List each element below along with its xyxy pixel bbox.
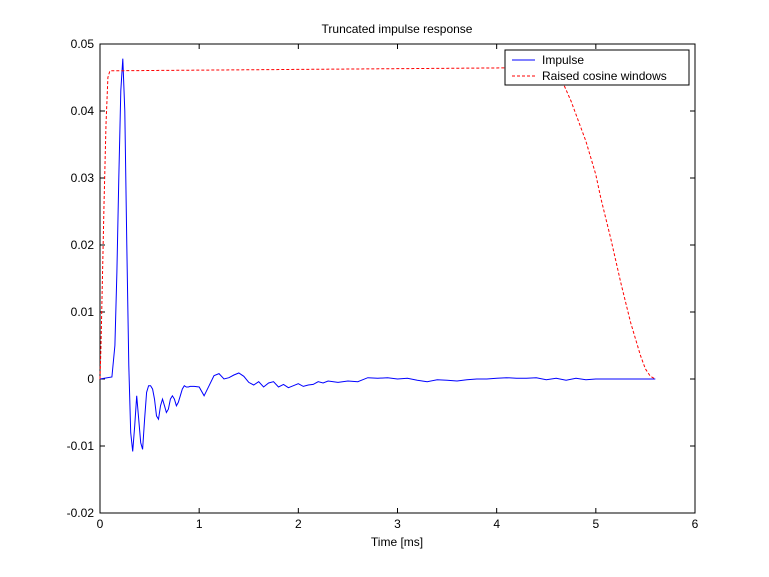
series-line-raised-cosine-windows — [99, 66, 656, 380]
x-tick-label: 3 — [394, 517, 401, 531]
y-tick-label: -0.02 — [67, 506, 95, 520]
x-tick-label: 4 — [493, 517, 500, 531]
y-tick-label: 0.01 — [71, 305, 95, 319]
x-tick-label: 0 — [97, 517, 104, 531]
axes-frame — [99, 43, 696, 514]
legend-label-impulse: Impulse — [542, 53, 584, 67]
series-layer — [99, 58, 656, 452]
x-axis-label: Time [ms] — [371, 535, 423, 549]
legend-label-raised-cosine: Raised cosine windows — [542, 69, 667, 83]
series-line-impulse — [99, 58, 656, 452]
x-axis: 0 1 2 3 4 5 6 — [97, 44, 699, 531]
y-tick-label: -0.01 — [67, 439, 95, 453]
x-tick-label: 6 — [692, 517, 699, 531]
y-axis: -0.02 -0.01 0 0.01 0.02 0.03 0.04 0.05 — [67, 37, 695, 520]
x-tick-label: 5 — [592, 517, 599, 531]
y-tick-label: 0 — [87, 372, 94, 386]
y-tick-label: 0.02 — [71, 238, 95, 252]
legend: Impulse Raised cosine windows — [504, 49, 690, 86]
chart-title: Truncated impulse response — [322, 22, 473, 36]
plot-area: 0 1 2 3 4 5 6 -0.02 -0.01 0 0.01 0.02 0.03 0.04 0.05 — [67, 37, 699, 531]
y-tick-label: 0.03 — [71, 171, 95, 185]
y-tick-label: 0.04 — [71, 104, 95, 118]
legend-box — [504, 49, 690, 86]
x-tick-label: 1 — [196, 517, 203, 531]
y-tick-label: 0.05 — [71, 37, 95, 51]
x-tick-label: 2 — [295, 517, 302, 531]
